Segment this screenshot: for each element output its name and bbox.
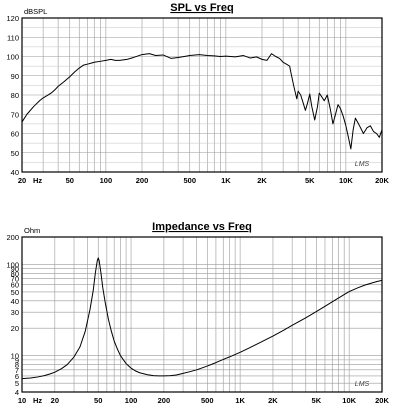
x-tick-label: 10 (18, 396, 26, 405)
y-tick-label: 20 (11, 324, 19, 333)
y-tick-label: 40 (11, 297, 19, 306)
x-tick-label: 5K (305, 176, 315, 185)
x-tick-label: 50 (94, 396, 102, 405)
y-tick-label: 10 (11, 352, 19, 361)
y-tick-label: 30 (11, 308, 19, 317)
series-line (21, 257, 383, 380)
x-tick-label: 50 (66, 176, 74, 185)
y-tick-label: 200 (6, 233, 19, 242)
y-tick-label: 110 (7, 33, 19, 42)
y-tick-label: 100 (6, 260, 19, 269)
y-tick-label: 90 (11, 72, 19, 81)
x-tick-label: 200 (136, 176, 149, 185)
plot-frame (21, 17, 383, 173)
y-tick-label: 70 (11, 275, 19, 284)
plot-frame (21, 236, 383, 393)
y-axis-title: dBSPL (24, 7, 47, 16)
x-tick-label: 10K (342, 396, 356, 405)
watermark-text: LMS (355, 381, 370, 388)
chart-title: SPL vs Freq (170, 2, 233, 14)
x-tick-label: 10K (339, 176, 353, 185)
y-tick-label: 7 (15, 366, 19, 375)
y-tick-label: 50 (11, 149, 19, 158)
y-tick-label: 5 (15, 379, 19, 388)
y-tick-label: 60 (11, 281, 19, 290)
series-line (21, 53, 383, 150)
y-tick-label: 60 (11, 130, 19, 139)
y-tick-label: 4 (15, 388, 19, 397)
x-tick-label: 500 (201, 396, 214, 405)
y-tick-label: 100 (6, 53, 19, 62)
x-tick-label: 2K (257, 176, 267, 185)
watermark-text: LMS (355, 161, 370, 168)
y-tick-label: 70 (11, 110, 19, 119)
y-tick-label: 80 (11, 91, 19, 100)
y-tick-label: 90 (11, 265, 19, 274)
y-tick-label: 40 (11, 168, 19, 177)
plot-area (22, 237, 382, 392)
x-tick-label: 100 (100, 176, 113, 185)
chart-title: Impedance vs Freq (152, 221, 252, 233)
x-tick-label: 100 (125, 396, 138, 405)
chart-2: Impedance vs FreqOhm20010090807060504030… (6, 221, 389, 405)
x-tick-label: 2K (268, 396, 278, 405)
y-tick-label: 50 (11, 288, 19, 297)
x-unit-label: Hz (33, 396, 42, 405)
x-unit-label: Hz (33, 176, 42, 185)
y-tick-label: 8 (15, 361, 19, 370)
x-tick-label: 1K (235, 396, 245, 405)
x-tick-label: 5K (312, 396, 322, 405)
x-tick-label: 20 (18, 176, 26, 185)
x-tick-label: 500 (183, 176, 196, 185)
x-tick-label: 200 (158, 396, 171, 405)
y-axis-title: Ohm (24, 226, 40, 235)
x-tick-label: 20 (51, 396, 59, 405)
y-tick-label: 9 (15, 356, 19, 365)
x-tick-label: 20K (375, 176, 389, 185)
y-tick-label: 80 (11, 269, 19, 278)
y-tick-label: 120 (6, 14, 19, 23)
x-tick-label: 20K (375, 396, 389, 405)
x-tick-label: 1K (221, 176, 231, 185)
y-tick-label: 6 (15, 372, 19, 381)
